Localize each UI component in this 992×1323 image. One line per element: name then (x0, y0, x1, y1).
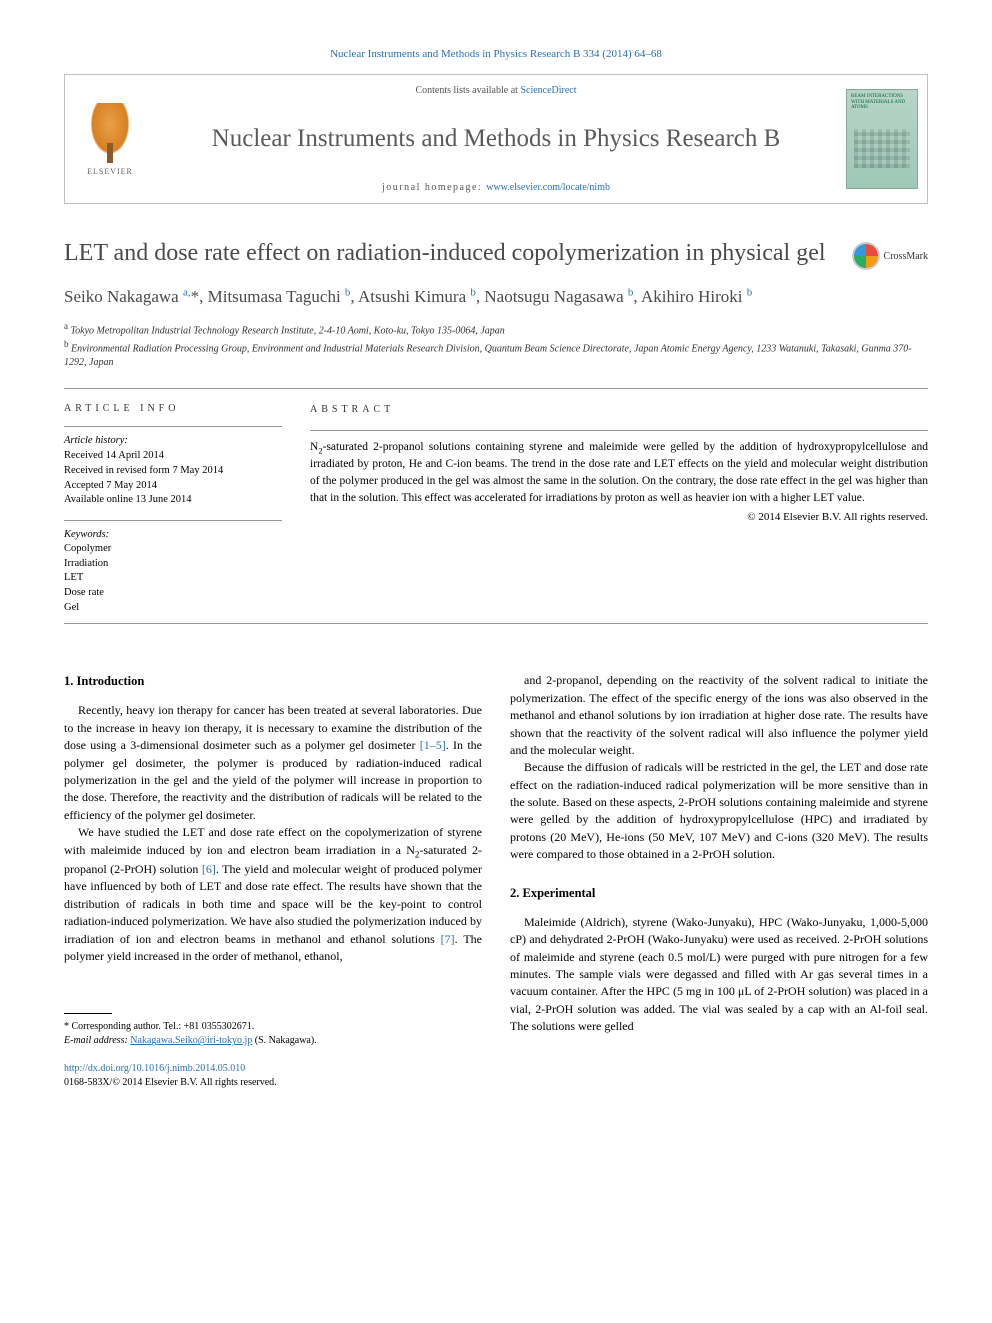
article-info-column: ARTICLE INFO Article history: Received 1… (64, 403, 282, 615)
body-column-left: 1. Introduction Recently, heavy ion ther… (64, 672, 482, 1090)
contents-prefix: Contents lists available at (415, 85, 520, 96)
heading-introduction: 1. Introduction (64, 672, 482, 690)
article-info-label: ARTICLE INFO (64, 403, 282, 414)
divider-top (64, 388, 928, 389)
keyword-item: Gel (64, 601, 282, 616)
authors-line: Seiko Nakagawa a,*, Mitsumasa Taguchi b,… (64, 284, 928, 310)
intro-paragraph-1: Recently, heavy ion therapy for cancer h… (64, 702, 482, 824)
elsevier-tree-icon (85, 103, 135, 163)
abstract-divider (310, 430, 928, 431)
affiliations: a Tokyo Metropolitan Industrial Technolo… (64, 320, 928, 371)
heading-experimental: 2. Experimental (510, 884, 928, 902)
email-label: E-mail address: (64, 1035, 130, 1046)
author-email-link[interactable]: Nakagawa.Seiko@iri-tokyo.jp (130, 1035, 252, 1046)
divider-bottom (64, 623, 928, 624)
experimental-paragraph-1: Maleimide (Aldrich), styrene (Wako-Junya… (510, 914, 928, 1036)
history-item: Available online 13 June 2014 (64, 493, 282, 508)
sciencedirect-link[interactable]: ScienceDirect (520, 85, 576, 96)
homepage-prefix: journal homepage: (382, 182, 486, 193)
footnote-separator (64, 1013, 112, 1014)
crossmark-label: CrossMark (884, 251, 928, 262)
history-item: Accepted 7 May 2014 (64, 479, 282, 494)
history-list: Received 14 April 2014Received in revise… (64, 449, 282, 508)
history-item: Received in revised form 7 May 2014 (64, 464, 282, 479)
history-item: Received 14 April 2014 (64, 449, 282, 464)
contents-available: Contents lists available at ScienceDirec… (415, 85, 576, 96)
cover-graphic (854, 129, 910, 168)
email-author-name: (S. Nakagawa). (252, 1035, 316, 1046)
keywords-label: Keywords: (64, 529, 282, 540)
elsevier-logo[interactable]: ELSEVIER (75, 94, 145, 184)
keyword-item: LET (64, 571, 282, 586)
publisher-logo-area: ELSEVIER (65, 75, 155, 203)
crossmark-widget[interactable]: CrossMark (852, 242, 928, 270)
keyword-item: Dose rate (64, 586, 282, 601)
issn-copyright: 0168-583X/© 2014 Elsevier B.V. All right… (64, 1077, 277, 1088)
doi-link[interactable]: http://dx.doi.org/10.1016/j.nimb.2014.05… (64, 1063, 245, 1074)
article-title: LET and dose rate effect on radiation-in… (64, 238, 832, 269)
doi-block: http://dx.doi.org/10.1016/j.nimb.2014.05… (64, 1062, 482, 1090)
homepage-link[interactable]: www.elsevier.com/locate/nimb (486, 182, 610, 193)
elsevier-name: ELSEVIER (87, 167, 133, 176)
journal-name: Nuclear Instruments and Methods in Physi… (212, 124, 781, 154)
info-divider-2 (64, 520, 282, 521)
info-divider-1 (64, 426, 282, 427)
journal-banner: ELSEVIER Contents lists available at Sci… (64, 74, 928, 204)
cover-text: BEAM INTERACTIONS WITH MATERIALS AND ATO… (851, 94, 905, 110)
banner-center: Contents lists available at ScienceDirec… (155, 75, 837, 203)
abstract-copyright: © 2014 Elsevier B.V. All rights reserved… (310, 510, 928, 526)
intro-paragraph-2: We have studied the LET and dose rate ef… (64, 824, 482, 965)
top-journal-reference: Nuclear Instruments and Methods in Physi… (64, 48, 928, 60)
abstract-text: N2-saturated 2-propanol solutions contai… (310, 439, 928, 507)
journal-homepage: journal homepage: www.elsevier.com/locat… (382, 182, 610, 193)
body-column-right: and 2-propanol, depending on the reactiv… (510, 672, 928, 1090)
abstract-column: ABSTRACT N2-saturated 2-propanol solutio… (310, 403, 928, 615)
keyword-item: Copolymer (64, 542, 282, 557)
corresponding-author-note: * Corresponding author. Tel.: +81 035530… (64, 1020, 482, 1034)
crossmark-icon (852, 242, 880, 270)
intro-paragraph-4: Because the diffusion of radicals will b… (510, 759, 928, 863)
journal-cover-thumbnail[interactable]: BEAM INTERACTIONS WITH MATERIALS AND ATO… (846, 89, 918, 189)
keyword-item: Irradiation (64, 557, 282, 572)
cover-thumb-area: BEAM INTERACTIONS WITH MATERIALS AND ATO… (837, 75, 927, 203)
intro-paragraph-3: and 2-propanol, depending on the reactiv… (510, 672, 928, 759)
history-label: Article history: (64, 435, 282, 446)
abstract-label: ABSTRACT (310, 403, 928, 418)
keywords-list: CopolymerIrradiationLETDose rateGel (64, 542, 282, 615)
email-line: E-mail address: Nakagawa.Seiko@iri-tokyo… (64, 1034, 482, 1048)
